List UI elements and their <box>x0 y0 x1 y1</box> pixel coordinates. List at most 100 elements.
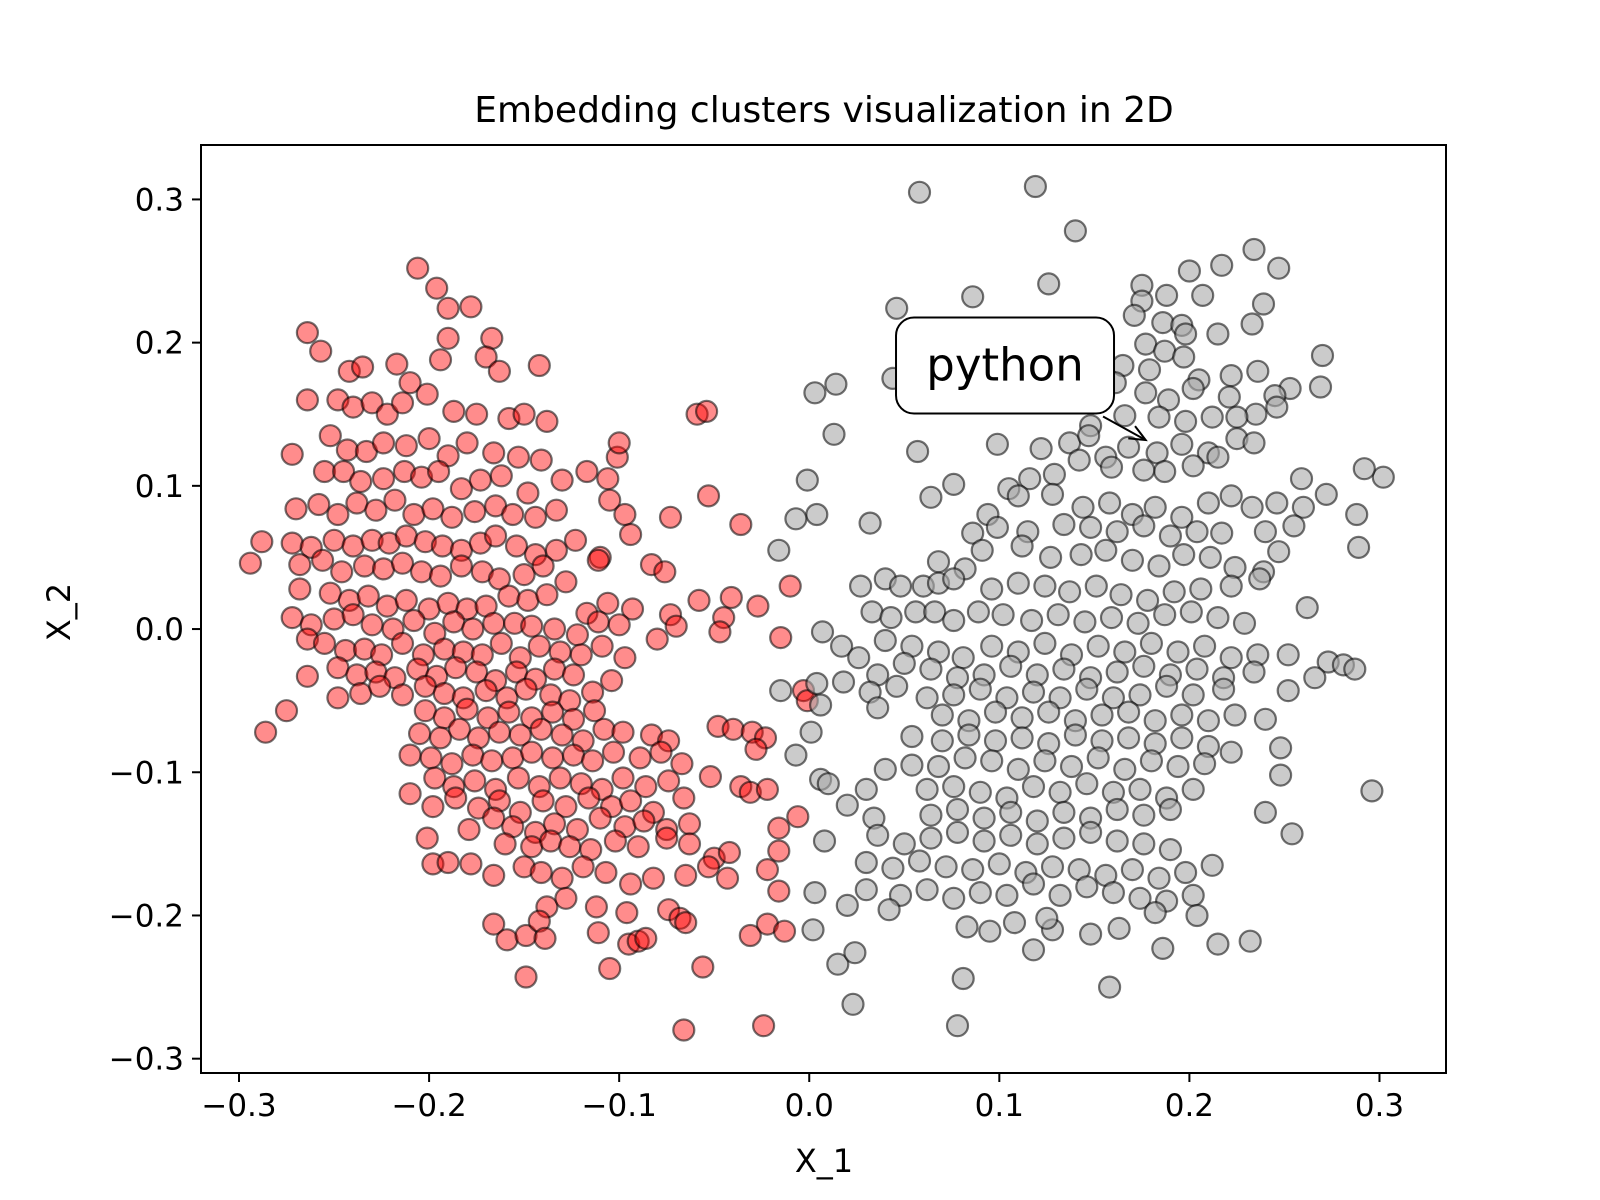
data-point <box>504 534 529 558</box>
annotation-label: python <box>926 339 1083 392</box>
data-point <box>459 295 483 319</box>
data-point <box>1223 555 1247 580</box>
data-point <box>1303 666 1327 690</box>
data-point <box>767 816 791 840</box>
data-point <box>539 829 563 853</box>
data-point <box>508 723 532 747</box>
data-point <box>645 627 669 651</box>
data-point <box>843 941 867 965</box>
data-point <box>980 577 1004 601</box>
data-point <box>866 823 890 847</box>
data-point <box>1010 706 1034 730</box>
data-point <box>942 886 966 910</box>
data-point <box>428 726 453 750</box>
data-point <box>674 863 698 888</box>
data-point <box>885 674 909 698</box>
data-point <box>436 326 460 350</box>
data-point <box>390 551 415 575</box>
data-point <box>575 459 599 484</box>
data-point <box>1006 757 1030 782</box>
data-point <box>312 459 337 484</box>
annotation-box <box>895 316 1116 415</box>
data-point <box>755 777 780 802</box>
data-point <box>942 774 966 799</box>
data-point <box>254 720 278 744</box>
data-point <box>1206 932 1230 956</box>
data-point <box>563 528 588 552</box>
x-tick-label: −0.3 <box>201 1088 276 1124</box>
data-point <box>615 900 639 925</box>
data-point <box>915 878 939 902</box>
data-point <box>349 469 373 494</box>
data-point <box>409 560 434 584</box>
data-point <box>1308 375 1333 399</box>
data-point <box>544 498 569 522</box>
data-point <box>457 817 481 842</box>
data-point <box>432 681 456 706</box>
data-point <box>611 766 635 790</box>
x-tick-label: 0.3 <box>1355 1088 1404 1124</box>
data-point <box>1166 640 1190 664</box>
data-point <box>484 524 508 548</box>
data-point <box>449 477 473 501</box>
data-point <box>972 829 996 853</box>
data-point <box>1314 482 1338 506</box>
data-point <box>655 826 679 850</box>
data-point <box>1156 388 1181 412</box>
data-point <box>1219 740 1243 764</box>
data-point <box>1033 749 1057 773</box>
data-point <box>352 554 377 578</box>
data-point <box>987 852 1011 876</box>
data-point <box>687 588 711 613</box>
data-point <box>1075 772 1099 796</box>
data-point <box>571 855 595 879</box>
data-point <box>425 276 449 300</box>
data-point <box>322 528 346 552</box>
data-point <box>398 371 422 395</box>
data-point <box>795 468 819 492</box>
data-point <box>474 345 498 369</box>
data-point <box>634 926 658 951</box>
data-point <box>502 611 527 635</box>
data-point <box>892 651 916 676</box>
data-point <box>1240 312 1264 336</box>
data-point <box>497 584 521 608</box>
data-point <box>919 803 943 827</box>
data-point <box>299 613 323 637</box>
data-point <box>848 574 873 598</box>
annotation-arrowhead <box>1128 425 1148 442</box>
data-point <box>1210 521 1234 545</box>
data-point <box>341 603 365 627</box>
data-point <box>550 468 574 492</box>
data-point <box>829 634 854 658</box>
data-point <box>1240 495 1264 519</box>
data-point <box>799 720 823 744</box>
data-point <box>824 372 848 396</box>
data-point <box>527 774 551 799</box>
data-point <box>1280 822 1304 846</box>
data-point <box>1120 548 1145 572</box>
data-point <box>769 625 793 650</box>
data-point <box>423 766 447 790</box>
data-point <box>1040 855 1065 879</box>
data-point <box>1033 574 1057 598</box>
data-point <box>1371 465 1395 489</box>
data-point <box>1086 746 1110 770</box>
data-point <box>1143 900 1167 925</box>
data-point <box>284 497 308 521</box>
data-point <box>658 603 683 627</box>
data-point <box>1154 674 1179 698</box>
data-point <box>677 812 702 836</box>
data-point <box>482 611 506 635</box>
data-point <box>672 786 696 810</box>
data-point <box>670 752 694 776</box>
data-point <box>1196 491 1221 515</box>
data-point <box>514 923 538 948</box>
data-point <box>398 743 422 767</box>
data-point <box>415 826 439 850</box>
data-point <box>1113 757 1137 782</box>
data-point <box>1173 322 1198 346</box>
data-point <box>1211 677 1236 701</box>
data-point <box>1185 520 1209 544</box>
data-point <box>999 800 1023 825</box>
